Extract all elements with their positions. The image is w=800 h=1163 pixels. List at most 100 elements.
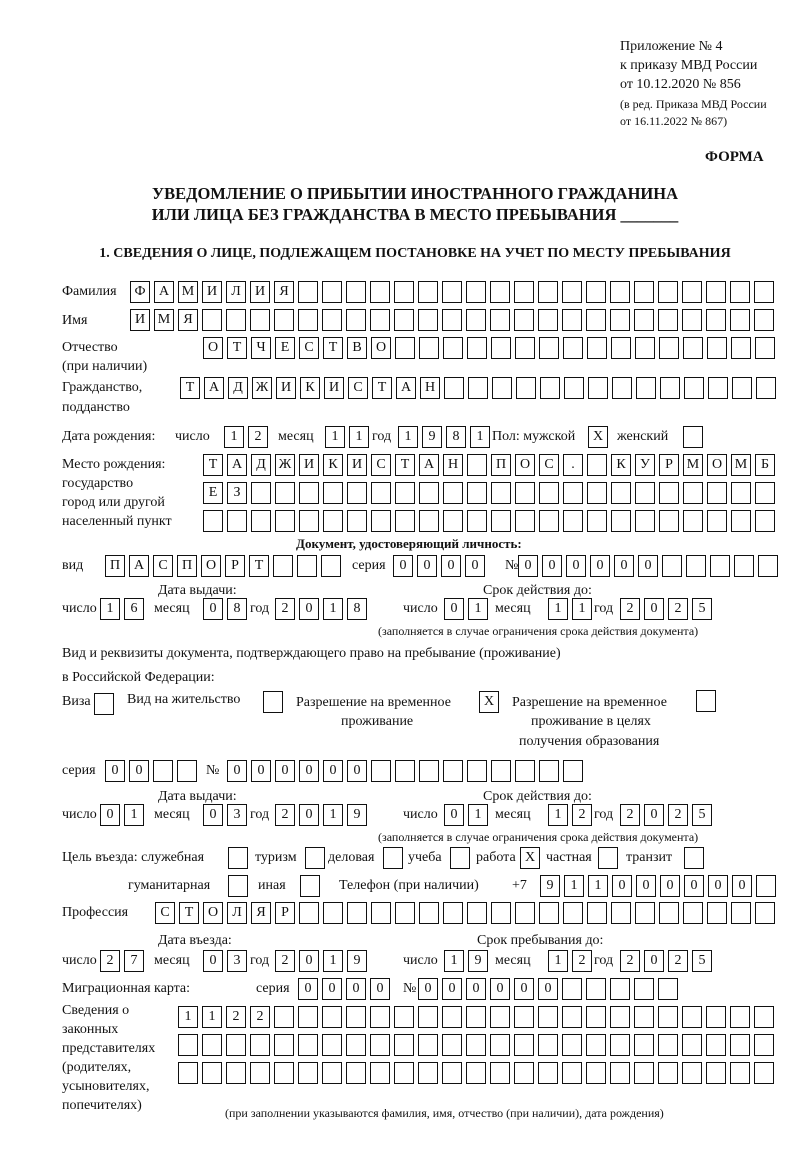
- char-box[interactable]: [612, 377, 632, 399]
- char-box[interactable]: 0: [299, 760, 319, 782]
- char-box[interactable]: 8: [446, 426, 466, 448]
- char-box[interactable]: С: [155, 902, 175, 924]
- char-box[interactable]: [274, 1062, 294, 1084]
- char-box[interactable]: [588, 377, 608, 399]
- char-box[interactable]: 2: [572, 950, 592, 972]
- char-box[interactable]: [562, 978, 582, 1000]
- char-box[interactable]: [419, 902, 439, 924]
- char-box[interactable]: [682, 281, 702, 303]
- char-box[interactable]: А: [227, 454, 247, 476]
- char-box[interactable]: [659, 482, 679, 504]
- char-box[interactable]: [418, 1062, 438, 1084]
- char-box[interactable]: [659, 337, 679, 359]
- char-box[interactable]: [443, 902, 463, 924]
- char-box[interactable]: [539, 482, 559, 504]
- char-box[interactable]: [226, 309, 246, 331]
- char-box[interactable]: [323, 902, 343, 924]
- char-box[interactable]: [490, 1006, 510, 1028]
- char-box[interactable]: [490, 309, 510, 331]
- char-box[interactable]: О: [203, 902, 223, 924]
- char-box[interactable]: Т: [249, 555, 269, 577]
- char-box[interactable]: [754, 1034, 774, 1056]
- char-box[interactable]: 1: [468, 598, 488, 620]
- char-box[interactable]: [683, 337, 703, 359]
- char-box[interactable]: 1: [548, 804, 568, 826]
- char-box[interactable]: [177, 760, 197, 782]
- char-box[interactable]: [634, 309, 654, 331]
- char-box[interactable]: 8: [227, 598, 247, 620]
- char-box[interactable]: [419, 337, 439, 359]
- char-box[interactable]: [275, 510, 295, 532]
- char-box[interactable]: [755, 902, 775, 924]
- char-box[interactable]: [754, 1062, 774, 1084]
- char-box[interactable]: [538, 1062, 558, 1084]
- char-box[interactable]: Р: [225, 555, 245, 577]
- trp-checkbox[interactable]: X: [479, 691, 499, 713]
- char-box[interactable]: [539, 510, 559, 532]
- char-box[interactable]: 0: [105, 760, 125, 782]
- char-box[interactable]: [466, 1006, 486, 1028]
- char-box[interactable]: [563, 510, 583, 532]
- char-box[interactable]: [516, 377, 536, 399]
- char-box[interactable]: [442, 1034, 462, 1056]
- char-box[interactable]: [730, 1062, 750, 1084]
- char-box[interactable]: [347, 510, 367, 532]
- char-box[interactable]: [732, 377, 752, 399]
- char-box[interactable]: [706, 1062, 726, 1084]
- char-box[interactable]: [322, 281, 342, 303]
- char-box[interactable]: 0: [347, 760, 367, 782]
- char-box[interactable]: [346, 1034, 366, 1056]
- char-box[interactable]: [491, 510, 511, 532]
- char-box[interactable]: [587, 482, 607, 504]
- char-box[interactable]: Т: [372, 377, 392, 399]
- trp-edu-checkbox[interactable]: [696, 690, 716, 712]
- char-box[interactable]: Д: [228, 377, 248, 399]
- char-box[interactable]: [586, 309, 606, 331]
- char-box[interactable]: [683, 510, 703, 532]
- char-box[interactable]: Н: [420, 377, 440, 399]
- char-box[interactable]: [731, 902, 751, 924]
- char-box[interactable]: [658, 1034, 678, 1056]
- char-box[interactable]: О: [515, 454, 535, 476]
- char-box[interactable]: Я: [251, 902, 271, 924]
- char-box[interactable]: 2: [248, 426, 268, 448]
- char-box[interactable]: [587, 902, 607, 924]
- char-box[interactable]: [539, 760, 559, 782]
- visa-checkbox[interactable]: [94, 693, 114, 715]
- char-box[interactable]: [587, 510, 607, 532]
- char-box[interactable]: 0: [566, 555, 586, 577]
- char-box[interactable]: 9: [422, 426, 442, 448]
- char-box[interactable]: [395, 760, 415, 782]
- char-box[interactable]: [490, 1034, 510, 1056]
- char-box[interactable]: 0: [299, 804, 319, 826]
- char-box[interactable]: [610, 1006, 630, 1028]
- char-box[interactable]: [346, 281, 366, 303]
- char-box[interactable]: [153, 760, 173, 782]
- char-box[interactable]: [682, 1062, 702, 1084]
- char-box[interactable]: 0: [644, 950, 664, 972]
- char-box[interactable]: Л: [227, 902, 247, 924]
- char-box[interactable]: 2: [250, 1006, 270, 1028]
- char-box[interactable]: [660, 377, 680, 399]
- char-box[interactable]: 1: [398, 426, 418, 448]
- char-box[interactable]: 0: [441, 555, 461, 577]
- char-box[interactable]: П: [177, 555, 197, 577]
- char-box[interactable]: [250, 309, 270, 331]
- char-box[interactable]: [444, 377, 464, 399]
- char-box[interactable]: 0: [466, 978, 486, 1000]
- char-box[interactable]: [707, 482, 727, 504]
- char-box[interactable]: И: [324, 377, 344, 399]
- char-box[interactable]: [466, 281, 486, 303]
- char-box[interactable]: 0: [638, 555, 658, 577]
- char-box[interactable]: И: [347, 454, 367, 476]
- char-box[interactable]: [443, 482, 463, 504]
- char-box[interactable]: [634, 1006, 654, 1028]
- char-box[interactable]: [394, 1062, 414, 1084]
- char-box[interactable]: [682, 1034, 702, 1056]
- char-box[interactable]: 1: [323, 598, 343, 620]
- char-box[interactable]: А: [204, 377, 224, 399]
- residence-permit-checkbox[interactable]: [263, 691, 283, 713]
- char-box[interactable]: [515, 482, 535, 504]
- char-box[interactable]: 0: [490, 978, 510, 1000]
- char-box[interactable]: А: [129, 555, 149, 577]
